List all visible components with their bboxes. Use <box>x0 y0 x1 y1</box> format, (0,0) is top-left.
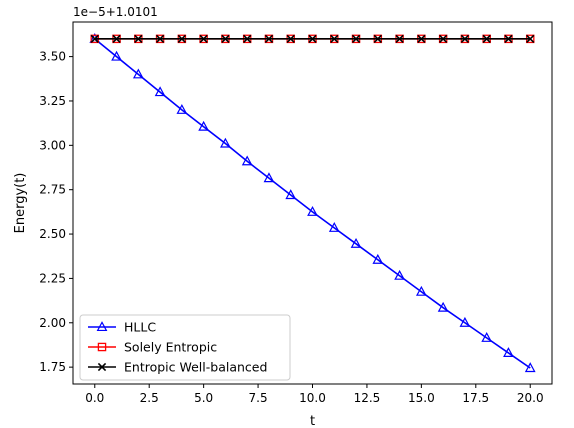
x-tick-label: 10.0 <box>299 391 326 405</box>
y-tick-label: 1.75 <box>39 360 66 374</box>
legend-label: Solely Entropic <box>124 340 217 355</box>
x-tick-label: 20.0 <box>517 391 544 405</box>
y-tick-label: 2.25 <box>39 271 66 285</box>
x-tick-label: 0.0 <box>85 391 104 405</box>
x-tick-label: 12.5 <box>354 391 381 405</box>
x-tick-label: 2.5 <box>140 391 159 405</box>
y-tick-label: 2.50 <box>39 227 66 241</box>
x-axis-label: t <box>310 414 315 428</box>
y-tick-label: 2.75 <box>39 183 66 197</box>
y-tick-label: 3.25 <box>39 94 66 108</box>
y-axis-offset-label: 1e−5+1.0101 <box>73 5 158 19</box>
x-tick-label: 15.0 <box>408 391 435 405</box>
x-tick-label: 5.0 <box>194 391 213 405</box>
x-tick-label: 7.5 <box>249 391 268 405</box>
y-tick-label: 3.50 <box>39 50 66 64</box>
x-tick-label: 17.5 <box>462 391 489 405</box>
y-axis-label: Energy(t) <box>13 173 28 234</box>
legend-label: HLLC <box>124 320 156 335</box>
y-tick-label: 2.00 <box>39 316 66 330</box>
y-tick-label: 3.00 <box>39 138 66 152</box>
legend-label: Entropic Well-balanced <box>124 360 267 375</box>
legend: HLLC Solely Entropic Entropic Well-balance… <box>80 315 290 380</box>
